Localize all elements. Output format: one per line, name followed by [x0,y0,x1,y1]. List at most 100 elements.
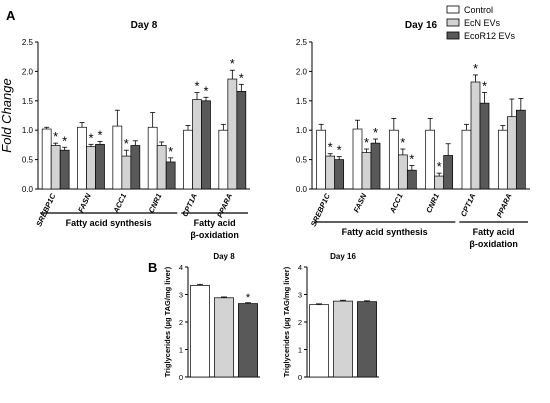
y-tick-label: 1.0 [296,126,308,135]
bar [497,129,508,190]
bar [190,285,210,378]
bar [41,128,52,190]
bar [406,169,417,190]
y-axis-label: Fold Change [0,78,14,152]
significance-mark: * [409,151,414,166]
bar [147,126,158,190]
x-tick-label: CNR1 [424,192,441,214]
bar [333,300,353,378]
group-label: Fatty acid [194,218,236,228]
bar [201,100,211,190]
y-tick-label: 1 [179,346,183,355]
bar [515,109,526,190]
y-tick-label: 4 [179,263,183,272]
bar [309,304,329,378]
bar [461,129,472,190]
bar [183,129,193,190]
bar [334,159,345,190]
y-tick-label: 0.5 [22,156,34,165]
legend-label-control: Control [464,5,493,15]
panel-label-b: B [148,260,157,275]
chart-a-day8: Day 8 Fold Change 0.0 0.5 1.0 1.5 2.0 2.5 * * SREB… [0,20,250,240]
x-tick-label: FASN [352,192,369,214]
significance-mark: * [194,79,199,94]
bar [130,145,141,190]
significance-mark: * [328,140,333,155]
y-tick-label: 1.5 [296,97,308,106]
legend-label-ecor12: EcoR12 EVs [464,31,516,41]
legend-swatch-control [446,5,460,14]
y-tick-label: 2.5 [296,38,308,47]
chart-b-day16: Day 16 Triglycerides (µg TAG/mg liver) 0 1 2… [282,252,379,382]
chart-title: Day 8 [131,20,158,31]
chart-b-day8: Day 8 Triglycerides (µg TAG/mg liver) 0 1 2 3… [163,252,260,382]
y-tick-label: 4 [298,263,302,272]
bar [59,149,70,190]
y-tick-label: 1.5 [22,97,34,106]
bar [238,303,258,378]
legend-label-ecn: EcN EVs [464,18,501,28]
significance-mark: * [124,136,129,151]
x-tick-label: CPT1A [459,192,478,218]
significance-mark: * [473,61,478,76]
bar [218,129,229,190]
significance-mark: * [246,292,251,304]
y-tick-label: 2.5 [22,38,34,47]
legend: Control EcN EVs EcoR12 EVs [446,5,516,41]
bar [470,81,481,190]
x-tick-label: PPARA [215,192,234,219]
significance-mark: * [400,135,405,150]
bar [425,129,436,190]
significance-mark: * [88,130,93,145]
significance-mark: * [482,79,487,94]
x-tick-label: SREBP1C [34,192,57,228]
bar [77,126,87,190]
significance-mark: * [230,56,235,71]
significance-mark: * [373,125,378,140]
significance-mark: * [437,159,442,174]
bar [506,116,517,190]
bar [325,155,336,190]
y-tick-label: 0.5 [296,156,308,165]
bar [443,155,454,190]
bar [370,142,381,190]
chart-title: Day 16 [330,252,356,261]
bar [227,78,238,190]
x-tick-label: CPT1A [180,192,199,218]
group-label: β-oxidation [469,239,518,249]
bar [192,99,202,190]
y-tick-label: 2 [298,318,302,327]
bar [165,161,176,190]
group-label: β-oxidation [190,230,239,240]
significance-mark: * [97,127,102,142]
group-label: Fatty acid [473,227,515,237]
bar [236,91,247,190]
y-tick-label: 2 [179,318,183,327]
bar [121,155,132,190]
y-tick-label: 0 [298,373,302,382]
bar [316,129,327,190]
bar [156,145,167,190]
chart-title: Day 16 [405,20,438,31]
chart-title: Day 8 [213,252,235,261]
panel-label-a: A [6,8,16,23]
bar [112,125,123,190]
bar [214,297,234,378]
y-tick-label: 0.0 [296,185,308,194]
bar [352,128,363,190]
x-tick-label: CNR1 [147,192,164,214]
group-label: Fatty acid synthesis [66,218,152,228]
significance-mark: * [203,83,208,98]
significance-mark: * [239,70,244,85]
chart-a-day16: Day 160.00.51.01.52.02.5* *SREBP1C**FASN*… [296,20,530,249]
bar [357,301,377,378]
x-tick-label: FASN [76,192,93,214]
bar [397,154,408,190]
x-tick-label: ACC1 [387,192,404,215]
significance-mark: * [364,135,369,150]
bar [95,143,105,190]
x-tick-label: PPARA [495,192,514,219]
y-tick-label: 2.0 [22,67,34,76]
significance-mark: * [337,143,342,158]
